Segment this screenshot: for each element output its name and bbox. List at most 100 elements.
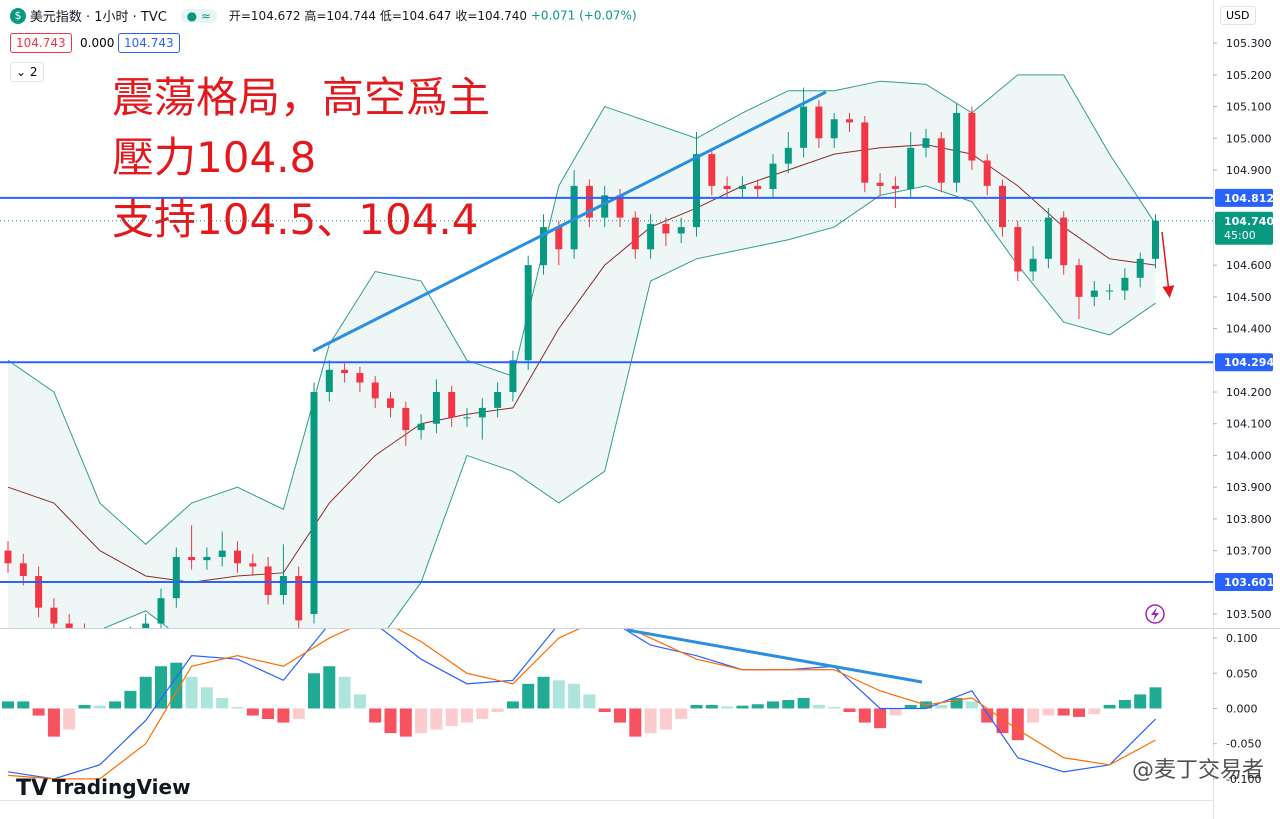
y-tick-label: 104.600 <box>1226 259 1272 272</box>
histogram-bar <box>721 706 734 709</box>
candle-body <box>448 392 456 418</box>
candle-body <box>555 227 563 250</box>
candle-body <box>800 106 808 148</box>
histogram-bar <box>323 666 336 709</box>
candle-body <box>784 147 792 164</box>
histogram-bar <box>1134 694 1147 709</box>
histogram-bar <box>644 708 657 734</box>
histogram-bar <box>124 690 137 709</box>
histogram-bar <box>461 708 473 723</box>
candle-body <box>310 392 318 615</box>
candle-body <box>249 563 257 567</box>
candle-body <box>738 185 746 190</box>
y-tick-label: 103.500 <box>1226 608 1272 621</box>
histogram-bar <box>1103 704 1116 709</box>
candle-body <box>983 160 991 186</box>
histogram-bar <box>338 676 351 709</box>
hline-label: 103.601 <box>1224 576 1274 589</box>
histogram-bar <box>965 701 978 709</box>
histogram-bar <box>751 704 764 709</box>
candle-body <box>218 550 226 557</box>
histogram-bar <box>782 700 795 709</box>
watermark: @麦丁交易者 <box>1132 758 1264 783</box>
histogram-bar <box>2 701 14 709</box>
hline-label-bg <box>1215 573 1273 592</box>
candle-body <box>540 227 547 266</box>
histogram-bar <box>262 708 275 720</box>
histogram-bar <box>63 708 76 730</box>
histogram-bar <box>231 707 244 709</box>
candle-body <box>295 575 303 621</box>
candle-body <box>830 119 838 139</box>
histogram-bar <box>292 708 305 720</box>
ohlc: 低=104.647 <box>379 9 452 23</box>
candle-body <box>723 185 731 190</box>
histogram-bar <box>843 708 856 712</box>
indicator-toggle[interactable]: ⌄ 2 <box>10 62 44 82</box>
y-tick-label: 103.700 <box>1226 545 1272 558</box>
alert-icon-bolt <box>1151 607 1159 621</box>
y-tick-label: 0.000 <box>1226 702 1258 715</box>
histogram-bar <box>415 708 428 734</box>
candle-body <box>478 407 486 418</box>
histogram-bar <box>675 708 688 720</box>
histogram-bar <box>78 704 91 709</box>
histogram-bar <box>767 701 779 709</box>
candle-body <box>616 195 624 218</box>
histogram-bar <box>506 701 519 709</box>
candle-body <box>846 119 853 123</box>
y-tick-label: 104.200 <box>1226 386 1272 399</box>
candle-body <box>1014 227 1022 272</box>
last-price-bg <box>1215 211 1273 245</box>
y-tick-label: 105.300 <box>1226 37 1272 50</box>
histogram-bar <box>384 708 397 734</box>
histogram-bar <box>1042 708 1055 716</box>
ohlc: 收=104.740 <box>455 9 528 23</box>
histogram-bar <box>277 708 290 723</box>
candle-body <box>693 154 700 228</box>
histogram-bar <box>109 701 122 709</box>
ohlc-change: +0.071 (+0.07%) <box>530 8 637 23</box>
histogram-bar <box>308 673 320 709</box>
histogram-bar <box>981 708 994 723</box>
histogram-bar <box>568 683 581 709</box>
histogram-bar <box>185 676 198 709</box>
currency[interactable]: USD <box>1220 6 1256 25</box>
histogram-bar <box>155 666 167 709</box>
bid-box[interactable]: 104.743 <box>10 33 72 53</box>
ohlc: 高=104.744 <box>304 9 377 23</box>
candle-body <box>754 185 762 190</box>
divergence-line <box>626 628 923 684</box>
candle-body <box>494 392 502 408</box>
candle-body <box>585 185 593 218</box>
histogram-bar <box>950 697 963 709</box>
histogram-bar <box>705 704 718 709</box>
histogram-bar <box>1027 708 1040 723</box>
histogram-bar <box>889 708 902 716</box>
candle-body <box>601 195 609 218</box>
symbol-title[interactable]: 美元指数 · 1小时 · TVC <box>29 10 167 25</box>
candle-body <box>65 623 73 628</box>
candle-body <box>234 550 241 564</box>
candle-body <box>815 106 823 139</box>
brand-logo: TV <box>16 776 48 801</box>
y-tick-label: 104.500 <box>1226 291 1272 304</box>
candle-body <box>1075 265 1083 297</box>
candle-body <box>402 407 410 431</box>
status-pill[interactable]: ● ≈ <box>180 8 217 23</box>
candle-body <box>325 369 333 393</box>
candle-body <box>922 138 930 148</box>
axes: 105.300 105.200 105.100 105.000 104.900 104.6… <box>1213 37 1272 786</box>
histogram-bar <box>598 708 611 712</box>
candle-body <box>172 556 180 599</box>
candle-body <box>341 369 349 373</box>
candle-body <box>937 138 945 183</box>
candle-body <box>891 185 899 190</box>
countdown: 45:00 <box>1224 229 1256 242</box>
ask-box[interactable]: 104.743 <box>118 33 180 53</box>
candle-body <box>371 382 379 399</box>
histogram-bar <box>552 680 565 709</box>
candle-body <box>142 623 150 628</box>
candle-body <box>188 556 196 561</box>
